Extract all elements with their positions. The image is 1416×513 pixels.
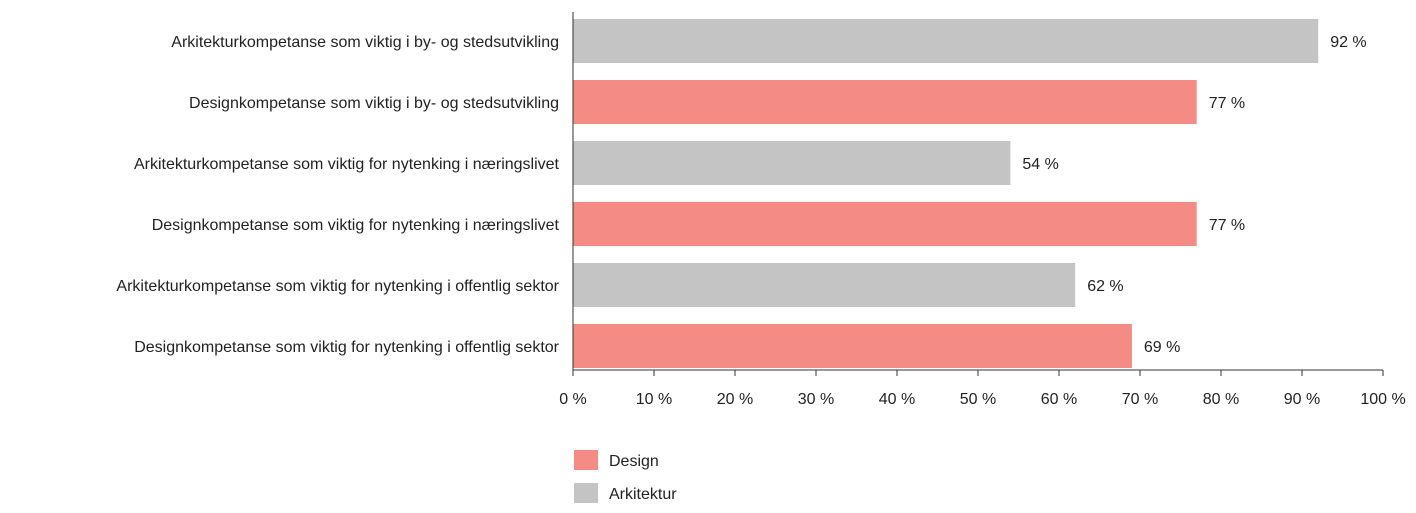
- bar-arkitektur-5: [573, 263, 1076, 307]
- value-label: 77 %: [1209, 217, 1245, 234]
- x-tick-label: 0 %: [559, 391, 587, 408]
- x-tick-label: 90 %: [1284, 391, 1320, 408]
- legend-swatch-design: [574, 450, 598, 470]
- value-label: 54 %: [1022, 156, 1058, 173]
- legend-label-arkitektur: Arkitektur: [609, 486, 677, 503]
- x-tick-label: 40 %: [879, 391, 915, 408]
- value-label: 69 %: [1144, 339, 1180, 356]
- x-tick-label: 60 %: [1041, 391, 1077, 408]
- x-tick-label: 70 %: [1122, 391, 1158, 408]
- bar-arkitektur-1: [573, 19, 1319, 63]
- category-label: Arkitekturkompetanse som viktig i by- og…: [171, 34, 559, 51]
- bar-design-4: [573, 202, 1197, 246]
- value-label: 92 %: [1330, 34, 1366, 51]
- value-label: 62 %: [1087, 278, 1123, 295]
- x-tick-label: 50 %: [960, 391, 996, 408]
- category-label: Arkitekturkompetanse som viktig for nyte…: [116, 278, 559, 295]
- x-tick-label: 80 %: [1203, 391, 1239, 408]
- category-label: Designkompetanse som viktig for nytenkin…: [152, 217, 560, 234]
- x-tick-label: 100 %: [1360, 391, 1405, 408]
- axis-layer: 0 % 10 % 20 % 30 % 40 % 50 % 60 % 70 % 80 % 90 % 1…: [559, 12, 1406, 408]
- category-label: Designkompetanse som viktig for nytenkin…: [134, 339, 559, 356]
- value-label: 77 %: [1209, 95, 1245, 112]
- bar-design-6: [573, 324, 1132, 368]
- x-tick-label: 30 %: [798, 391, 834, 408]
- x-tick-label: 10 %: [636, 391, 672, 408]
- x-tick-label: 20 %: [717, 391, 753, 408]
- legend-swatch-arkitektur: [574, 483, 598, 503]
- category-label: Designkompetanse som viktig i by- og ste…: [189, 95, 559, 112]
- legend: Design Arkitektur: [574, 450, 677, 503]
- labels-layer: Arkitekturkompetanse som viktig i by- og…: [116, 34, 1366, 356]
- bar-arkitektur-3: [573, 141, 1011, 185]
- category-label: Arkitekturkompetanse som viktig for nyte…: [134, 156, 560, 173]
- legend-label-design: Design: [609, 453, 659, 470]
- bar-design-2: [573, 80, 1197, 124]
- bars-layer: [573, 19, 1319, 368]
